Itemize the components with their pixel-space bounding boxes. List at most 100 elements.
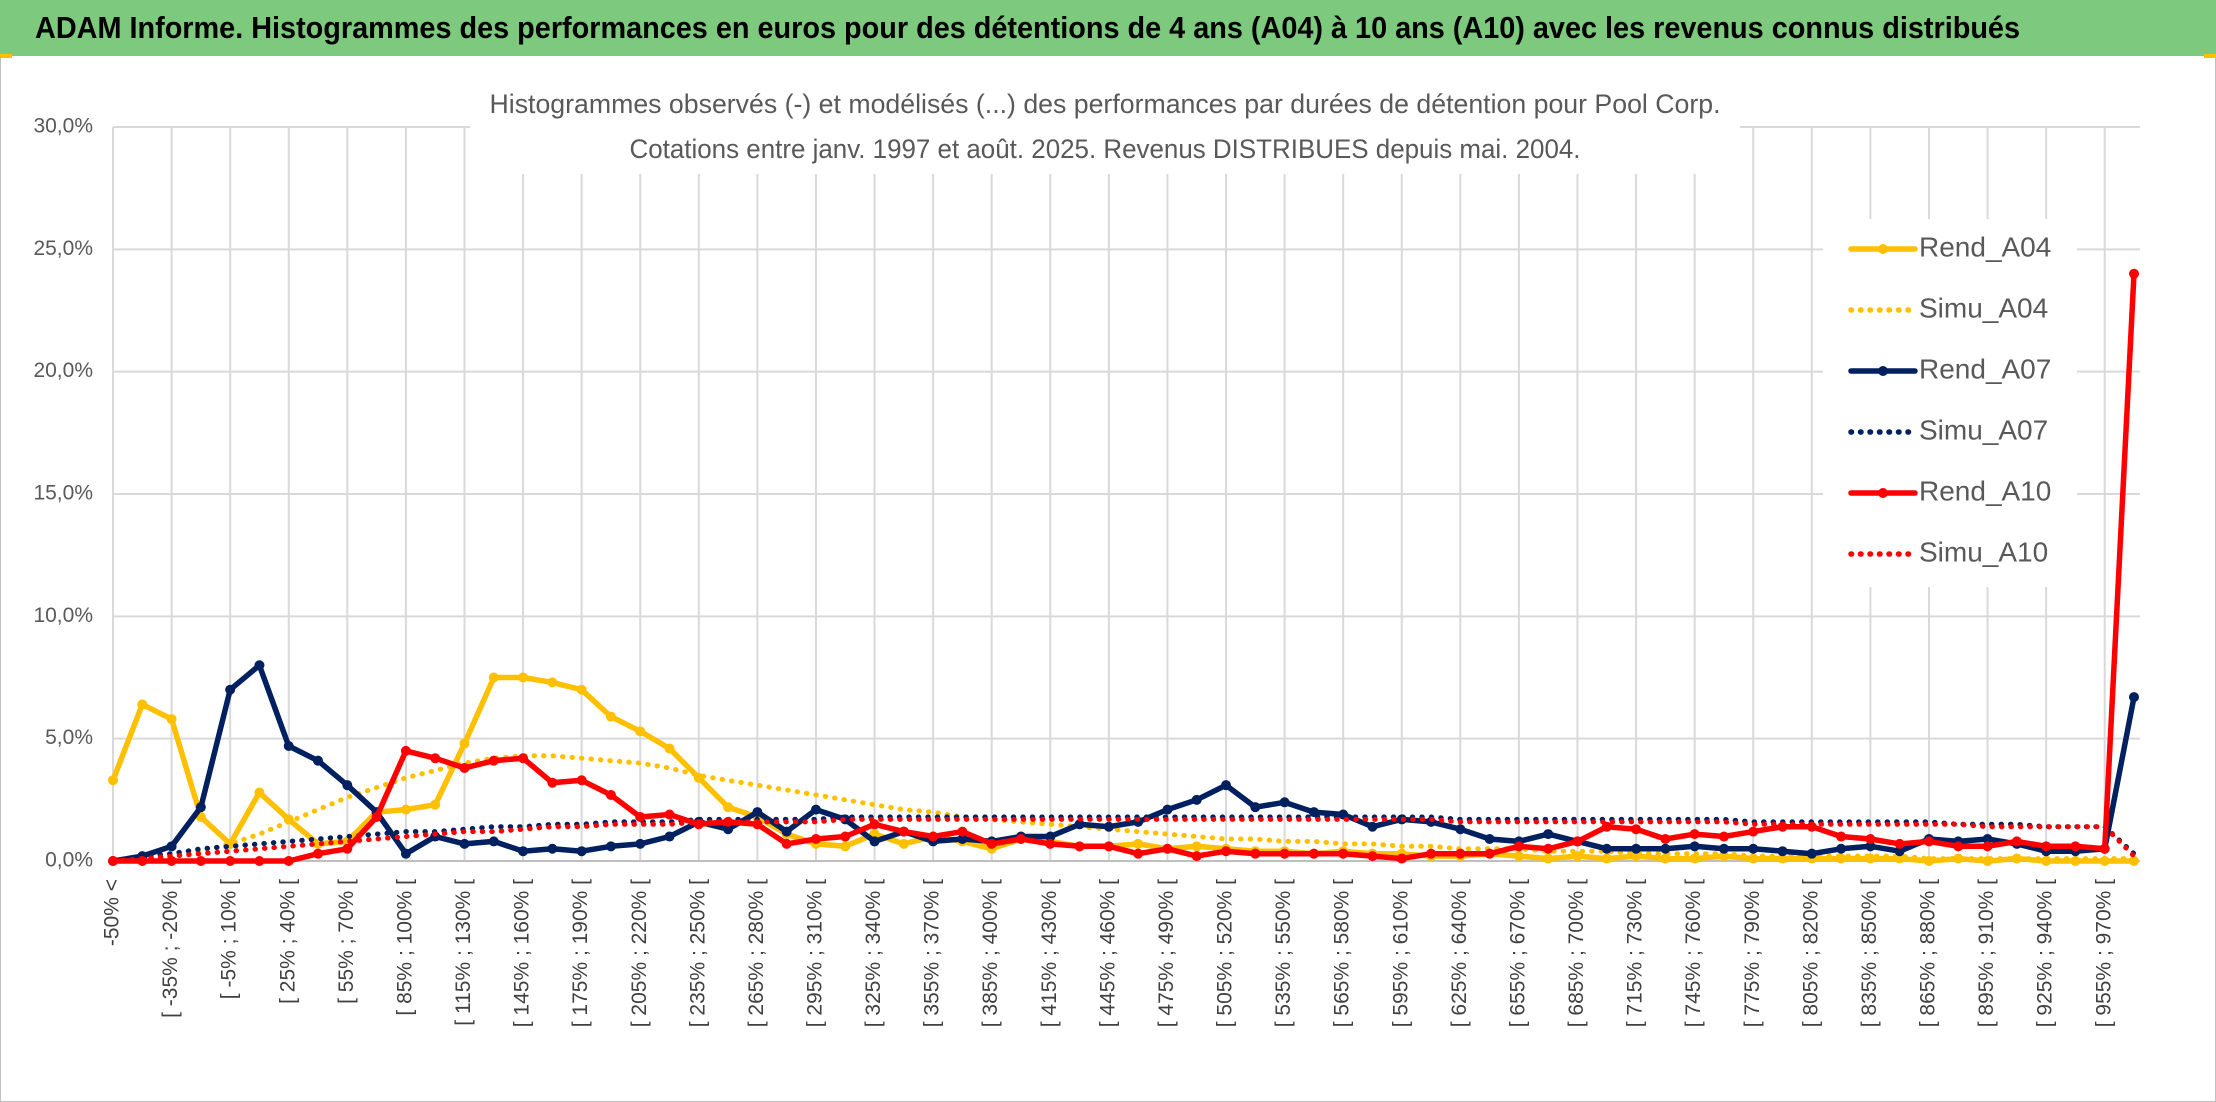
x-tick-label: [ 925% ; 940% [ [2034, 879, 2057, 1027]
data-point [986, 838, 997, 849]
data-point [137, 699, 148, 710]
data-point [576, 846, 587, 857]
data-point [459, 738, 470, 749]
data-point [1103, 841, 1114, 852]
legend-label: Simu_A10 [1919, 536, 2048, 567]
x-tick-label: [ 505% ; 520% [ [1214, 879, 1237, 1027]
data-point [1484, 833, 1495, 844]
x-tick-label: [ 385% ; 400% [ [979, 879, 1002, 1027]
data-point [1865, 833, 1876, 844]
data-point [488, 755, 499, 766]
data-point [1689, 829, 1700, 840]
x-tick-label: [ 895% ; 910% [ [1975, 879, 1998, 1027]
data-point [1894, 838, 1905, 849]
data-point [605, 789, 616, 800]
data-point [1777, 846, 1788, 857]
x-tick-label: [ 655% ; 670% [ [1506, 879, 1529, 1027]
data-point [195, 802, 206, 813]
data-point [635, 811, 646, 822]
data-point [2129, 692, 2139, 703]
corner [0, 54, 12, 58]
data-point [400, 804, 411, 815]
x-tick-label: [ 175% ; 190% [ [569, 879, 592, 1027]
data-point [1221, 846, 1232, 857]
data-point [1982, 833, 1993, 844]
data-point [195, 856, 206, 866]
x-tick-label: [ 625% ; 640% [ [1448, 879, 1471, 1027]
x-tick-label: [ 355% ; 370% [ [921, 879, 944, 1027]
data-point [840, 831, 851, 842]
data-point [488, 672, 499, 683]
data-point [518, 753, 529, 764]
data-point [1191, 841, 1202, 852]
chart-title: Histogrammes observés (-) et modélisés (… [490, 89, 1721, 119]
data-point [2129, 268, 2139, 279]
data-point [1513, 851, 1524, 862]
data-point [781, 826, 792, 837]
data-point [1631, 824, 1642, 835]
y-tick-label: 30,0% [33, 115, 93, 138]
data-point [1074, 819, 1085, 830]
y-tick-label: 25,0% [33, 237, 93, 260]
data-point [1923, 836, 1934, 847]
data-point [605, 711, 616, 722]
data-point [1279, 797, 1290, 808]
y-tick-label: 20,0% [33, 359, 93, 382]
dotted-line [110, 753, 2137, 864]
data-point [1191, 851, 1202, 862]
data-point [108, 775, 118, 786]
data-point [225, 684, 236, 695]
x-tick-label: [ 685% ; 700% [ [1565, 879, 1588, 1027]
data-point [957, 833, 968, 844]
x-tick-label: [ 205% ; 220% [ [628, 879, 651, 1027]
data-point [1660, 843, 1671, 854]
data-point [1689, 841, 1700, 852]
data-point [898, 826, 909, 837]
data-point [1836, 843, 1847, 854]
x-tick-label: [ 835% ; 850% [ [1858, 879, 1881, 1027]
data-point [1836, 831, 1847, 842]
series-line [110, 674, 2137, 864]
data-point [547, 677, 558, 688]
data-point [635, 838, 646, 849]
data-point [2070, 841, 2081, 852]
legend-label: Simu_A07 [1919, 414, 2048, 445]
data-point [664, 743, 675, 754]
data-point [313, 848, 324, 859]
data-point [283, 856, 294, 866]
data-point [1865, 841, 1876, 852]
data-point [1543, 853, 1554, 864]
data-point [1806, 848, 1817, 859]
data-point [1572, 851, 1583, 862]
data-point [1338, 848, 1349, 859]
y-tick-label: 0,0% [45, 849, 93, 872]
x-tick-label: [ -5% ; 10% [ [218, 879, 241, 999]
data-point [1601, 853, 1612, 864]
data-point [400, 848, 411, 859]
legend-marker [1878, 366, 1888, 376]
data-point [2041, 841, 2052, 852]
data-point [1894, 846, 1905, 857]
data-point [1748, 843, 1759, 854]
data-point [1455, 824, 1466, 835]
data-point [635, 726, 646, 737]
data-point [430, 799, 441, 810]
x-tick-label: [ 85% ; 100% [ [393, 879, 416, 1016]
data-point [1045, 831, 1056, 842]
data-point [254, 787, 265, 798]
data-point [1543, 829, 1554, 840]
data-point [1308, 848, 1319, 859]
data-point [1074, 841, 1085, 852]
data-point [1133, 848, 1144, 859]
data-point [1162, 804, 1173, 815]
x-tick-label: [ 55% ; 70% [ [335, 879, 358, 1004]
data-point [1133, 838, 1144, 849]
data-point [928, 831, 939, 842]
data-point [254, 856, 265, 866]
x-tick-label: -50% < [101, 879, 124, 946]
data-point [1660, 833, 1671, 844]
data-point [957, 826, 968, 837]
data-point [781, 838, 792, 849]
legend-label: Simu_A04 [1919, 292, 2048, 323]
